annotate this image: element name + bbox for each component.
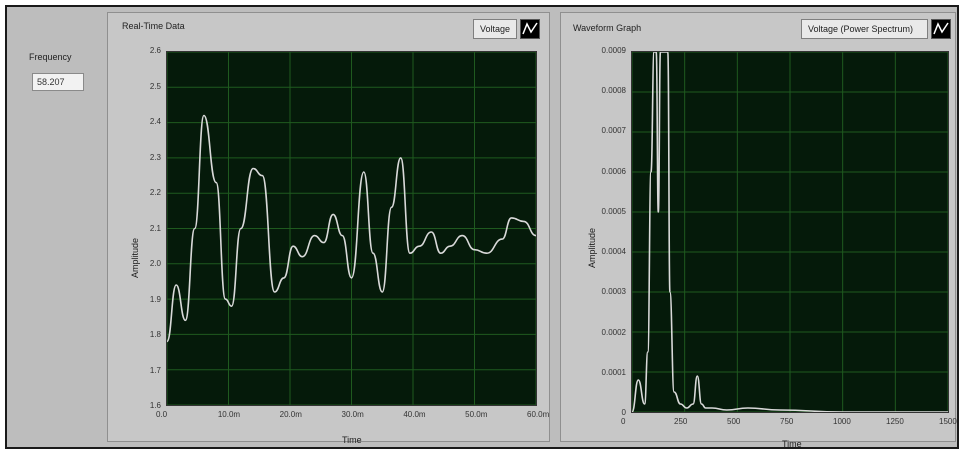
power-spectrum-legend[interactable]: Voltage (Power Spectrum) bbox=[801, 19, 928, 39]
y-tick-label: 2.4 bbox=[149, 117, 161, 126]
x-tick-label: 60.0m bbox=[527, 410, 550, 419]
left-x-axis-label: Time bbox=[342, 435, 362, 445]
right-y-axis-label: Amplitude bbox=[587, 227, 597, 268]
waveform-plot-svg bbox=[632, 52, 948, 412]
waveform-graph-title: Waveform Graph bbox=[573, 23, 642, 33]
x-tick-label: 1250 bbox=[886, 417, 904, 426]
y-tick-label: 0.0005 bbox=[601, 206, 626, 216]
x-tick-label: 40.0m bbox=[403, 410, 426, 419]
y-tick-label: 1.8 bbox=[149, 330, 161, 339]
y-tick-label: 0.0001 bbox=[601, 367, 626, 377]
y-tick-label: 0.0004 bbox=[601, 247, 626, 257]
x-tick-label: 750 bbox=[780, 417, 794, 426]
y-tick-label: 2.2 bbox=[149, 188, 161, 197]
plot-line-style-icon[interactable] bbox=[931, 19, 951, 39]
y-tick-label: 0.0007 bbox=[601, 126, 626, 136]
waveform-plot-area[interactable] bbox=[631, 51, 949, 413]
waveform-graph-panel: Waveform Graph Voltage (Power Spectrum) … bbox=[560, 12, 957, 442]
right-x-axis-label-visible: Time bbox=[782, 439, 802, 449]
x-tick-label: 20.0m bbox=[279, 410, 302, 419]
y-tick-label: 2.3 bbox=[149, 152, 161, 162]
frequency-indicator[interactable]: 58.207 bbox=[32, 73, 84, 91]
y-tick-label: 0 bbox=[621, 408, 626, 417]
plot-line-style-icon[interactable] bbox=[520, 19, 540, 39]
x-tick-label: 50.0m bbox=[465, 410, 488, 419]
x-tick-label: 1000 bbox=[833, 417, 851, 426]
y-tick-label: 0.0006 bbox=[601, 166, 626, 176]
x-tick-label: 500 bbox=[727, 417, 741, 426]
real-time-plot-svg bbox=[167, 52, 536, 405]
y-tick-label: 1.7 bbox=[149, 365, 161, 375]
voltage-legend[interactable]: Voltage bbox=[473, 19, 517, 39]
x-tick-label: 0 bbox=[621, 417, 626, 426]
x-tick-label: 0.0 bbox=[156, 410, 168, 419]
y-tick-label: 0.0003 bbox=[601, 287, 626, 297]
y-tick-label: 0.0002 bbox=[601, 327, 626, 337]
y-tick-label: 1.9 bbox=[149, 294, 161, 304]
real-time-plot-area[interactable] bbox=[166, 51, 537, 406]
real-time-data-panel: Real-Time Data Voltage Amplitude 2.6 2.5 2… bbox=[107, 12, 550, 445]
data-trace-line bbox=[632, 52, 948, 412]
x-tick-label: 30.0m bbox=[341, 410, 364, 419]
x-tick-label: 1500 bbox=[939, 417, 957, 426]
x-tick-label: 250 bbox=[674, 417, 688, 426]
window-frame: Frequency 58.207 Real-Time Data Voltage … bbox=[5, 5, 959, 449]
y-tick-label: 0.0009 bbox=[601, 46, 626, 55]
y-tick-label: 2.1 bbox=[149, 223, 161, 233]
x-tick-label: 10.0m bbox=[217, 410, 241, 419]
y-tick-label: 2.6 bbox=[149, 46, 161, 55]
data-trace-line bbox=[167, 114, 536, 343]
left-y-axis-label: Amplitude bbox=[130, 237, 140, 278]
y-tick-label: 2.5 bbox=[149, 81, 161, 91]
real-time-data-title: Real-Time Data bbox=[122, 21, 185, 31]
y-tick-label: 2.0 bbox=[149, 259, 161, 268]
y-tick-label: 1.6 bbox=[149, 401, 161, 410]
frequency-label: Frequency bbox=[29, 52, 72, 62]
y-tick-label: 0.0008 bbox=[601, 86, 626, 96]
